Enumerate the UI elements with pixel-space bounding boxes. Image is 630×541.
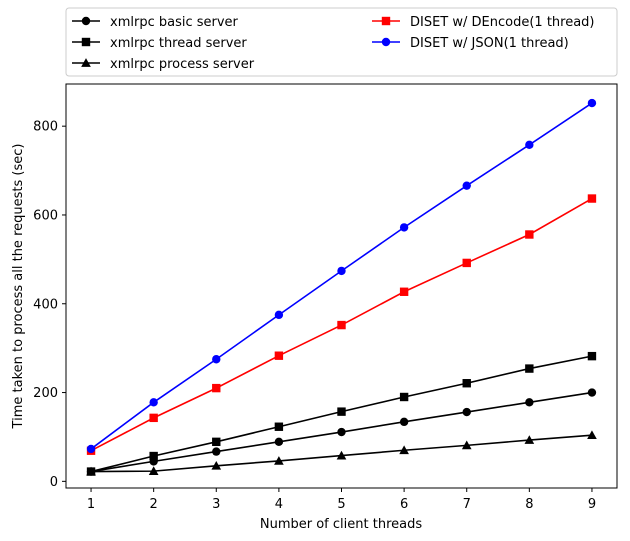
data-point	[337, 407, 346, 416]
legend-marker	[81, 58, 91, 67]
data-point	[211, 460, 222, 470]
x-tick-label: 9	[588, 497, 596, 512]
data-point	[149, 398, 158, 407]
data-point	[149, 451, 158, 461]
legend-marker	[381, 37, 391, 47]
y-axis: 0 200 400 600 800	[33, 120, 66, 490]
legend-entry: xmlrpc thread server	[72, 36, 247, 51]
data-point	[274, 456, 284, 465]
plot-frame	[65, 83, 618, 489]
data-point	[212, 355, 221, 364]
legend: xmlrpc basic server xmlrpc thread server x…	[65, 7, 618, 77]
x-tick-label: 3	[212, 497, 220, 512]
data-point	[524, 435, 535, 444]
data-point	[587, 194, 597, 203]
data-point	[587, 388, 597, 397]
legend-entry: DISET w/ DEncode(1 thread)	[372, 15, 595, 30]
data-point	[212, 383, 221, 393]
data-point	[148, 466, 159, 475]
data-point	[149, 413, 158, 423]
y-tick-label: 800	[33, 120, 58, 135]
data-point	[587, 351, 597, 361]
data-point	[461, 440, 472, 450]
legend-entry: xmlrpc process server	[72, 57, 255, 72]
x-tick-label: 6	[400, 497, 408, 512]
legend-box	[65, 7, 618, 77]
data-point	[399, 417, 409, 427]
legend-marker	[381, 16, 391, 26]
legend-marker	[81, 37, 91, 47]
legend-marker	[81, 16, 91, 26]
data-point	[525, 398, 534, 407]
legend-entry: xmlrpc basic server	[72, 15, 239, 30]
plot-area	[65, 83, 618, 489]
data-point	[525, 364, 534, 373]
y-axis-label: Time taken to process all the requests (…	[11, 144, 26, 430]
data-point	[462, 181, 471, 190]
data-point	[212, 447, 221, 456]
series-line	[90, 102, 593, 450]
legend-label: xmlrpc thread server	[110, 36, 247, 51]
data-point	[462, 379, 471, 388]
data-point	[274, 437, 284, 447]
data-point	[274, 310, 284, 320]
data-point	[587, 430, 597, 440]
y-tick-label: 600	[33, 208, 58, 223]
data-point	[525, 140, 534, 150]
legend-label: DISET w/ JSON(1 thread)	[410, 36, 569, 51]
series-4	[86, 98, 597, 454]
x-axis: 1 2 3 4 5 6 7 8 9	[87, 488, 596, 512]
y-tick-label: 400	[33, 297, 58, 312]
y-tick-label: 0	[50, 475, 58, 490]
series-0	[86, 388, 597, 476]
legend-entry: DISET w/ JSON(1 thread)	[372, 36, 569, 51]
x-tick-label: 7	[463, 497, 471, 512]
data-point	[274, 351, 284, 360]
data-point	[337, 427, 346, 437]
data-point	[587, 98, 597, 108]
x-tick-label: 1	[87, 497, 95, 512]
x-tick-label: 8	[525, 497, 533, 512]
data-point	[399, 223, 409, 232]
data-point	[212, 437, 221, 447]
y-tick-label: 200	[33, 386, 58, 401]
data-point	[399, 392, 409, 402]
legend-label: xmlrpc basic server	[110, 15, 239, 30]
data-point	[86, 444, 96, 454]
legend-label: DISET w/ DEncode(1 thread)	[410, 15, 595, 30]
series-2	[86, 430, 597, 476]
x-tick-label: 2	[150, 497, 158, 512]
data-point	[86, 466, 96, 476]
x-axis-label: Number of client threads	[260, 517, 422, 532]
data-point	[337, 266, 346, 276]
data-point	[274, 422, 284, 431]
data-point	[525, 230, 534, 239]
data-point	[399, 287, 409, 296]
data-point	[462, 258, 471, 268]
x-tick-label: 5	[337, 497, 345, 512]
data-point	[462, 407, 471, 417]
data-point	[399, 445, 409, 455]
legend-label: xmlrpc process server	[110, 57, 255, 72]
data-point	[336, 450, 347, 460]
data-point	[337, 320, 346, 330]
x-tick-label: 4	[275, 497, 283, 512]
